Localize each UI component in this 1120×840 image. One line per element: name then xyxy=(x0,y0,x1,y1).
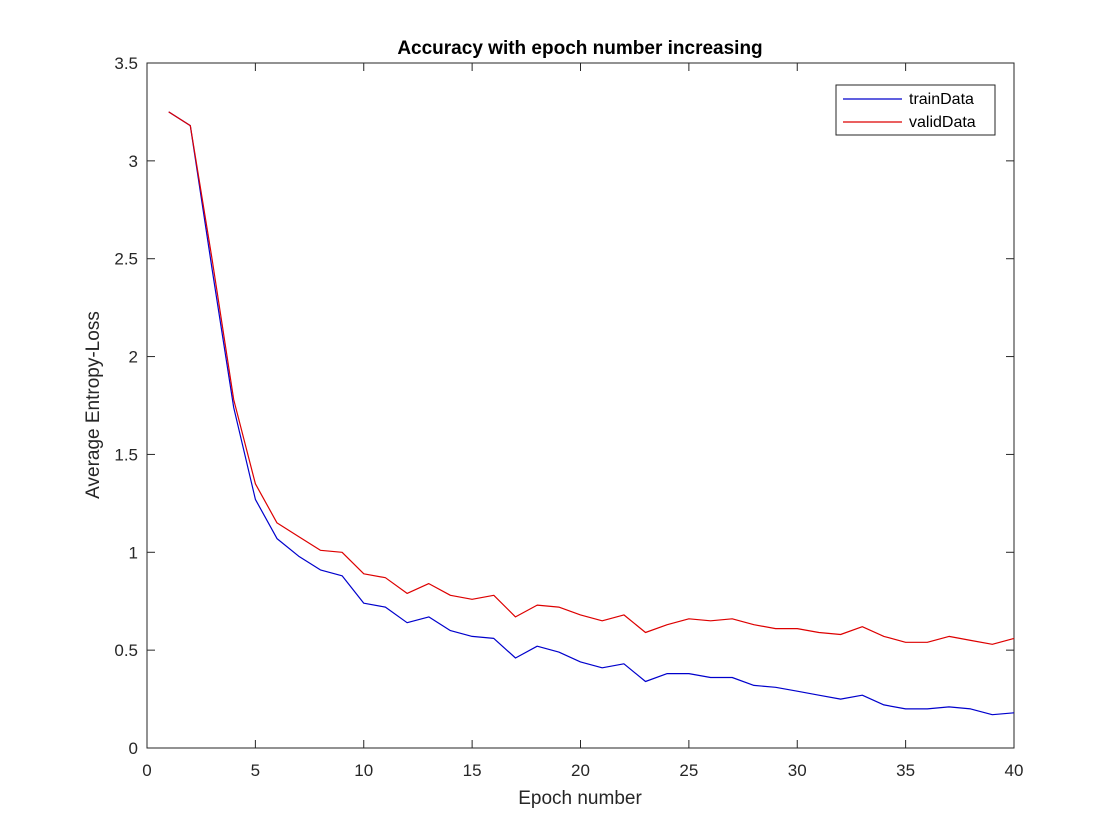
y-tick-label: 0 xyxy=(129,739,138,758)
y-tick-label: 1.5 xyxy=(114,445,138,464)
x-tick-label: 10 xyxy=(354,761,373,780)
plot-area xyxy=(146,62,1015,749)
y-tick-label: 0.5 xyxy=(114,641,138,660)
x-tick-label: 35 xyxy=(896,761,915,780)
y-tick-label: 2 xyxy=(129,348,138,367)
y-tick-label: 1 xyxy=(129,543,138,562)
legend-label-validdata: validData xyxy=(909,114,976,131)
legend: trainData validData xyxy=(835,84,996,136)
chart-title: Accuracy with epoch number increasing xyxy=(397,38,762,59)
series-lines xyxy=(168,111,1015,716)
y-tick-label: 2.5 xyxy=(114,250,138,269)
y-axis-label: Average Entropy-Loss xyxy=(83,311,104,499)
x-tick-label: 30 xyxy=(788,761,807,780)
legend-label-traindata: trainData xyxy=(909,91,974,108)
x-tick-label: 0 xyxy=(142,761,151,780)
x-tick-label: 40 xyxy=(1005,761,1024,780)
y-tick-label: 3.5 xyxy=(114,54,138,73)
legend-box xyxy=(835,84,996,136)
x-axis-label: Epoch number xyxy=(518,788,642,809)
series-line-validdata xyxy=(168,111,1015,645)
axis-ticks: 0 5 10 15 20 25 30 35 40 0 0.5 1 1.5 2 2.5 3 3.5 xyxy=(114,54,1023,780)
series-line-traindata xyxy=(168,111,1015,716)
x-tick-label: 5 xyxy=(251,761,260,780)
x-tick-label: 20 xyxy=(571,761,590,780)
x-tick-label: 15 xyxy=(463,761,482,780)
y-tick-label: 3 xyxy=(129,152,138,171)
x-tick-label: 25 xyxy=(679,761,698,780)
